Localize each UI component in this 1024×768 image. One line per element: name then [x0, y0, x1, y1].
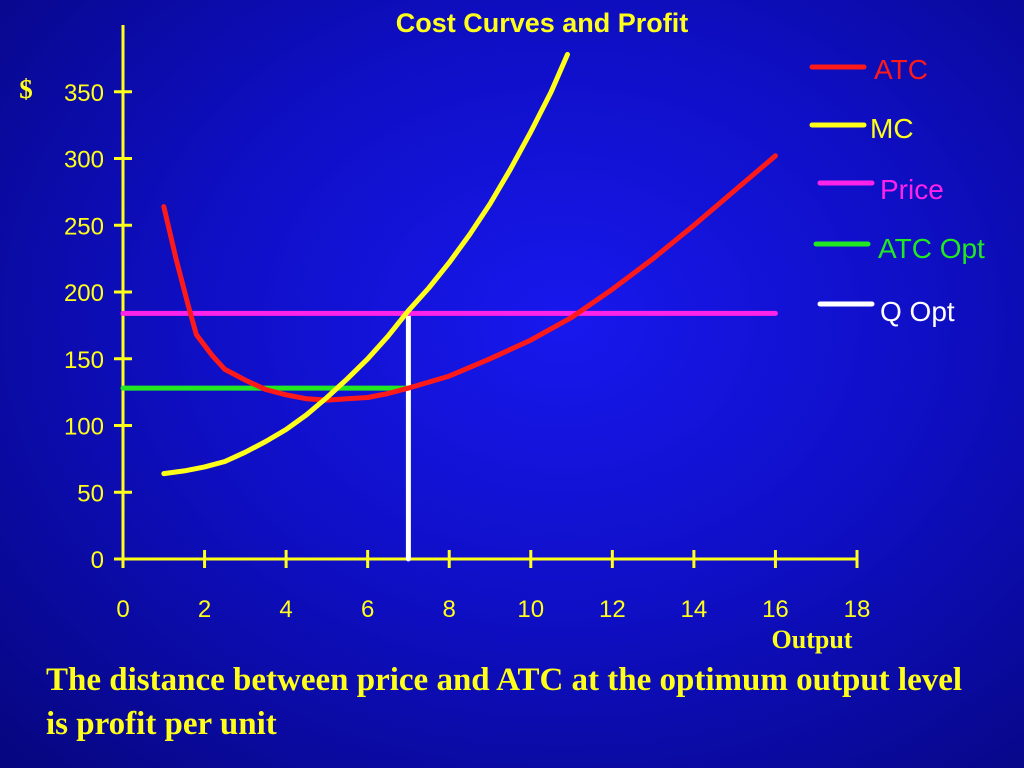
y-axis-label: $	[19, 74, 33, 104]
legend-label: Q Opt	[880, 296, 955, 327]
x-tick-label: 8	[443, 596, 456, 623]
y-tick-label: 250	[64, 213, 104, 240]
y-tick-label: 50	[77, 480, 104, 507]
series-line-atc	[161, 153, 778, 403]
x-tick-label: 6	[361, 596, 374, 623]
x-tick-label: 14	[681, 596, 708, 623]
y-tick-label: 200	[64, 280, 104, 307]
x-tick-label: 0	[116, 596, 129, 623]
y-tick-label: 100	[64, 414, 104, 441]
x-tick-label: 4	[279, 596, 292, 623]
y-tick-label: 300	[64, 147, 104, 174]
series-line-mc	[161, 51, 570, 477]
legend-label: ATC	[874, 54, 928, 85]
legend-label: MC	[870, 113, 914, 144]
x-tick-label: 2	[198, 596, 211, 623]
chart-title: Cost Curves and Profit	[396, 8, 689, 38]
caption-text: The distance between price and ATC at th…	[46, 662, 963, 742]
y-tick-label: 350	[64, 80, 104, 107]
y-tick-label: 150	[64, 347, 104, 374]
x-tick-label: 16	[762, 596, 789, 623]
y-tick-label: 0	[91, 547, 104, 574]
x-axis-label: Output	[772, 625, 853, 654]
x-tick-label: 12	[599, 596, 626, 623]
legend-label: ATC Opt	[878, 233, 985, 264]
x-tick-label: 10	[517, 596, 544, 623]
x-tick-label: 18	[844, 596, 871, 623]
legend-label: Price	[880, 174, 944, 205]
